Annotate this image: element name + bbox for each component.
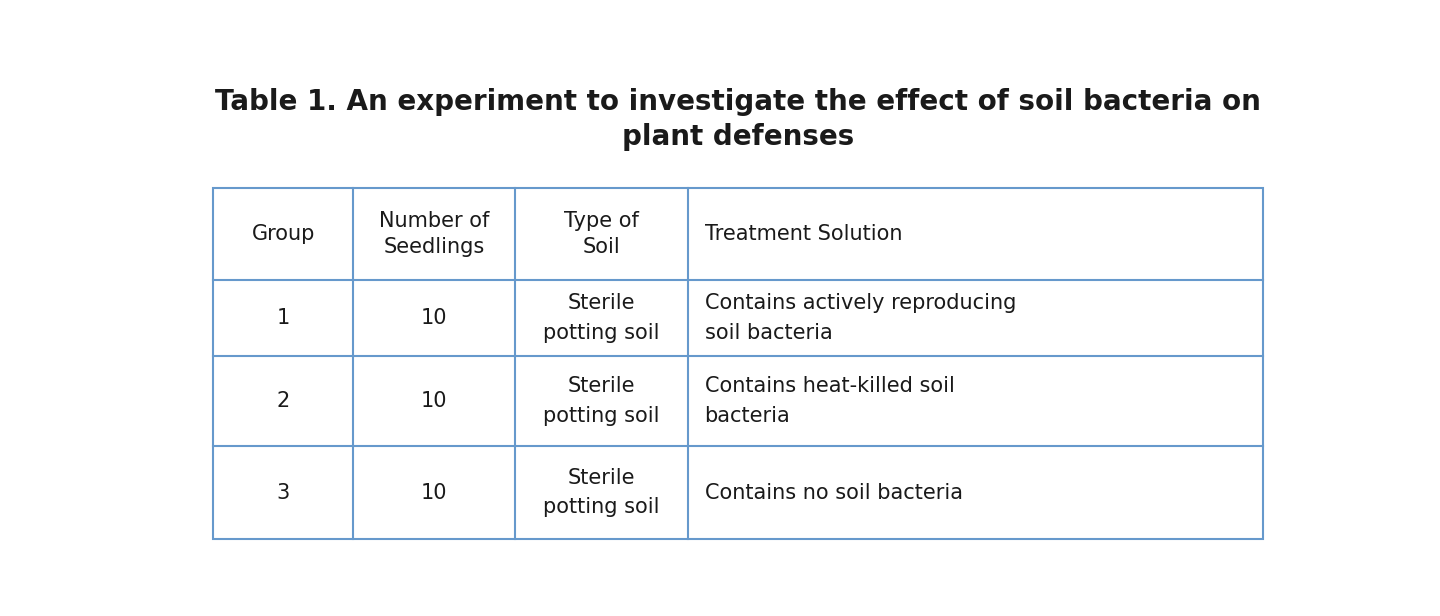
Text: Table 1. An experiment to investigate the effect of soil bacteria on
plant defen: Table 1. An experiment to investigate th…: [215, 88, 1261, 151]
Text: Treatment Solution: Treatment Solution: [704, 224, 901, 244]
Text: 3: 3: [276, 482, 289, 503]
Text: Sterile
potting soil: Sterile potting soil: [543, 468, 660, 517]
Text: 10: 10: [420, 482, 448, 503]
Text: Number of
Seedlings: Number of Seedlings: [379, 211, 490, 257]
Text: 10: 10: [420, 308, 448, 328]
Text: 1: 1: [276, 308, 289, 328]
Text: Contains no soil bacteria: Contains no soil bacteria: [704, 482, 962, 503]
Text: Type of
Soil: Type of Soil: [564, 211, 639, 257]
Text: Contains heat-killed soil
bacteria: Contains heat-killed soil bacteria: [704, 376, 955, 426]
Text: Sterile
potting soil: Sterile potting soil: [543, 293, 660, 343]
Text: 2: 2: [276, 391, 289, 411]
Text: Sterile
potting soil: Sterile potting soil: [543, 376, 660, 426]
Text: Group: Group: [252, 224, 315, 244]
Bar: [213, 188, 1263, 539]
Text: 10: 10: [420, 391, 448, 411]
Text: Contains actively reproducing
soil bacteria: Contains actively reproducing soil bacte…: [704, 293, 1015, 343]
